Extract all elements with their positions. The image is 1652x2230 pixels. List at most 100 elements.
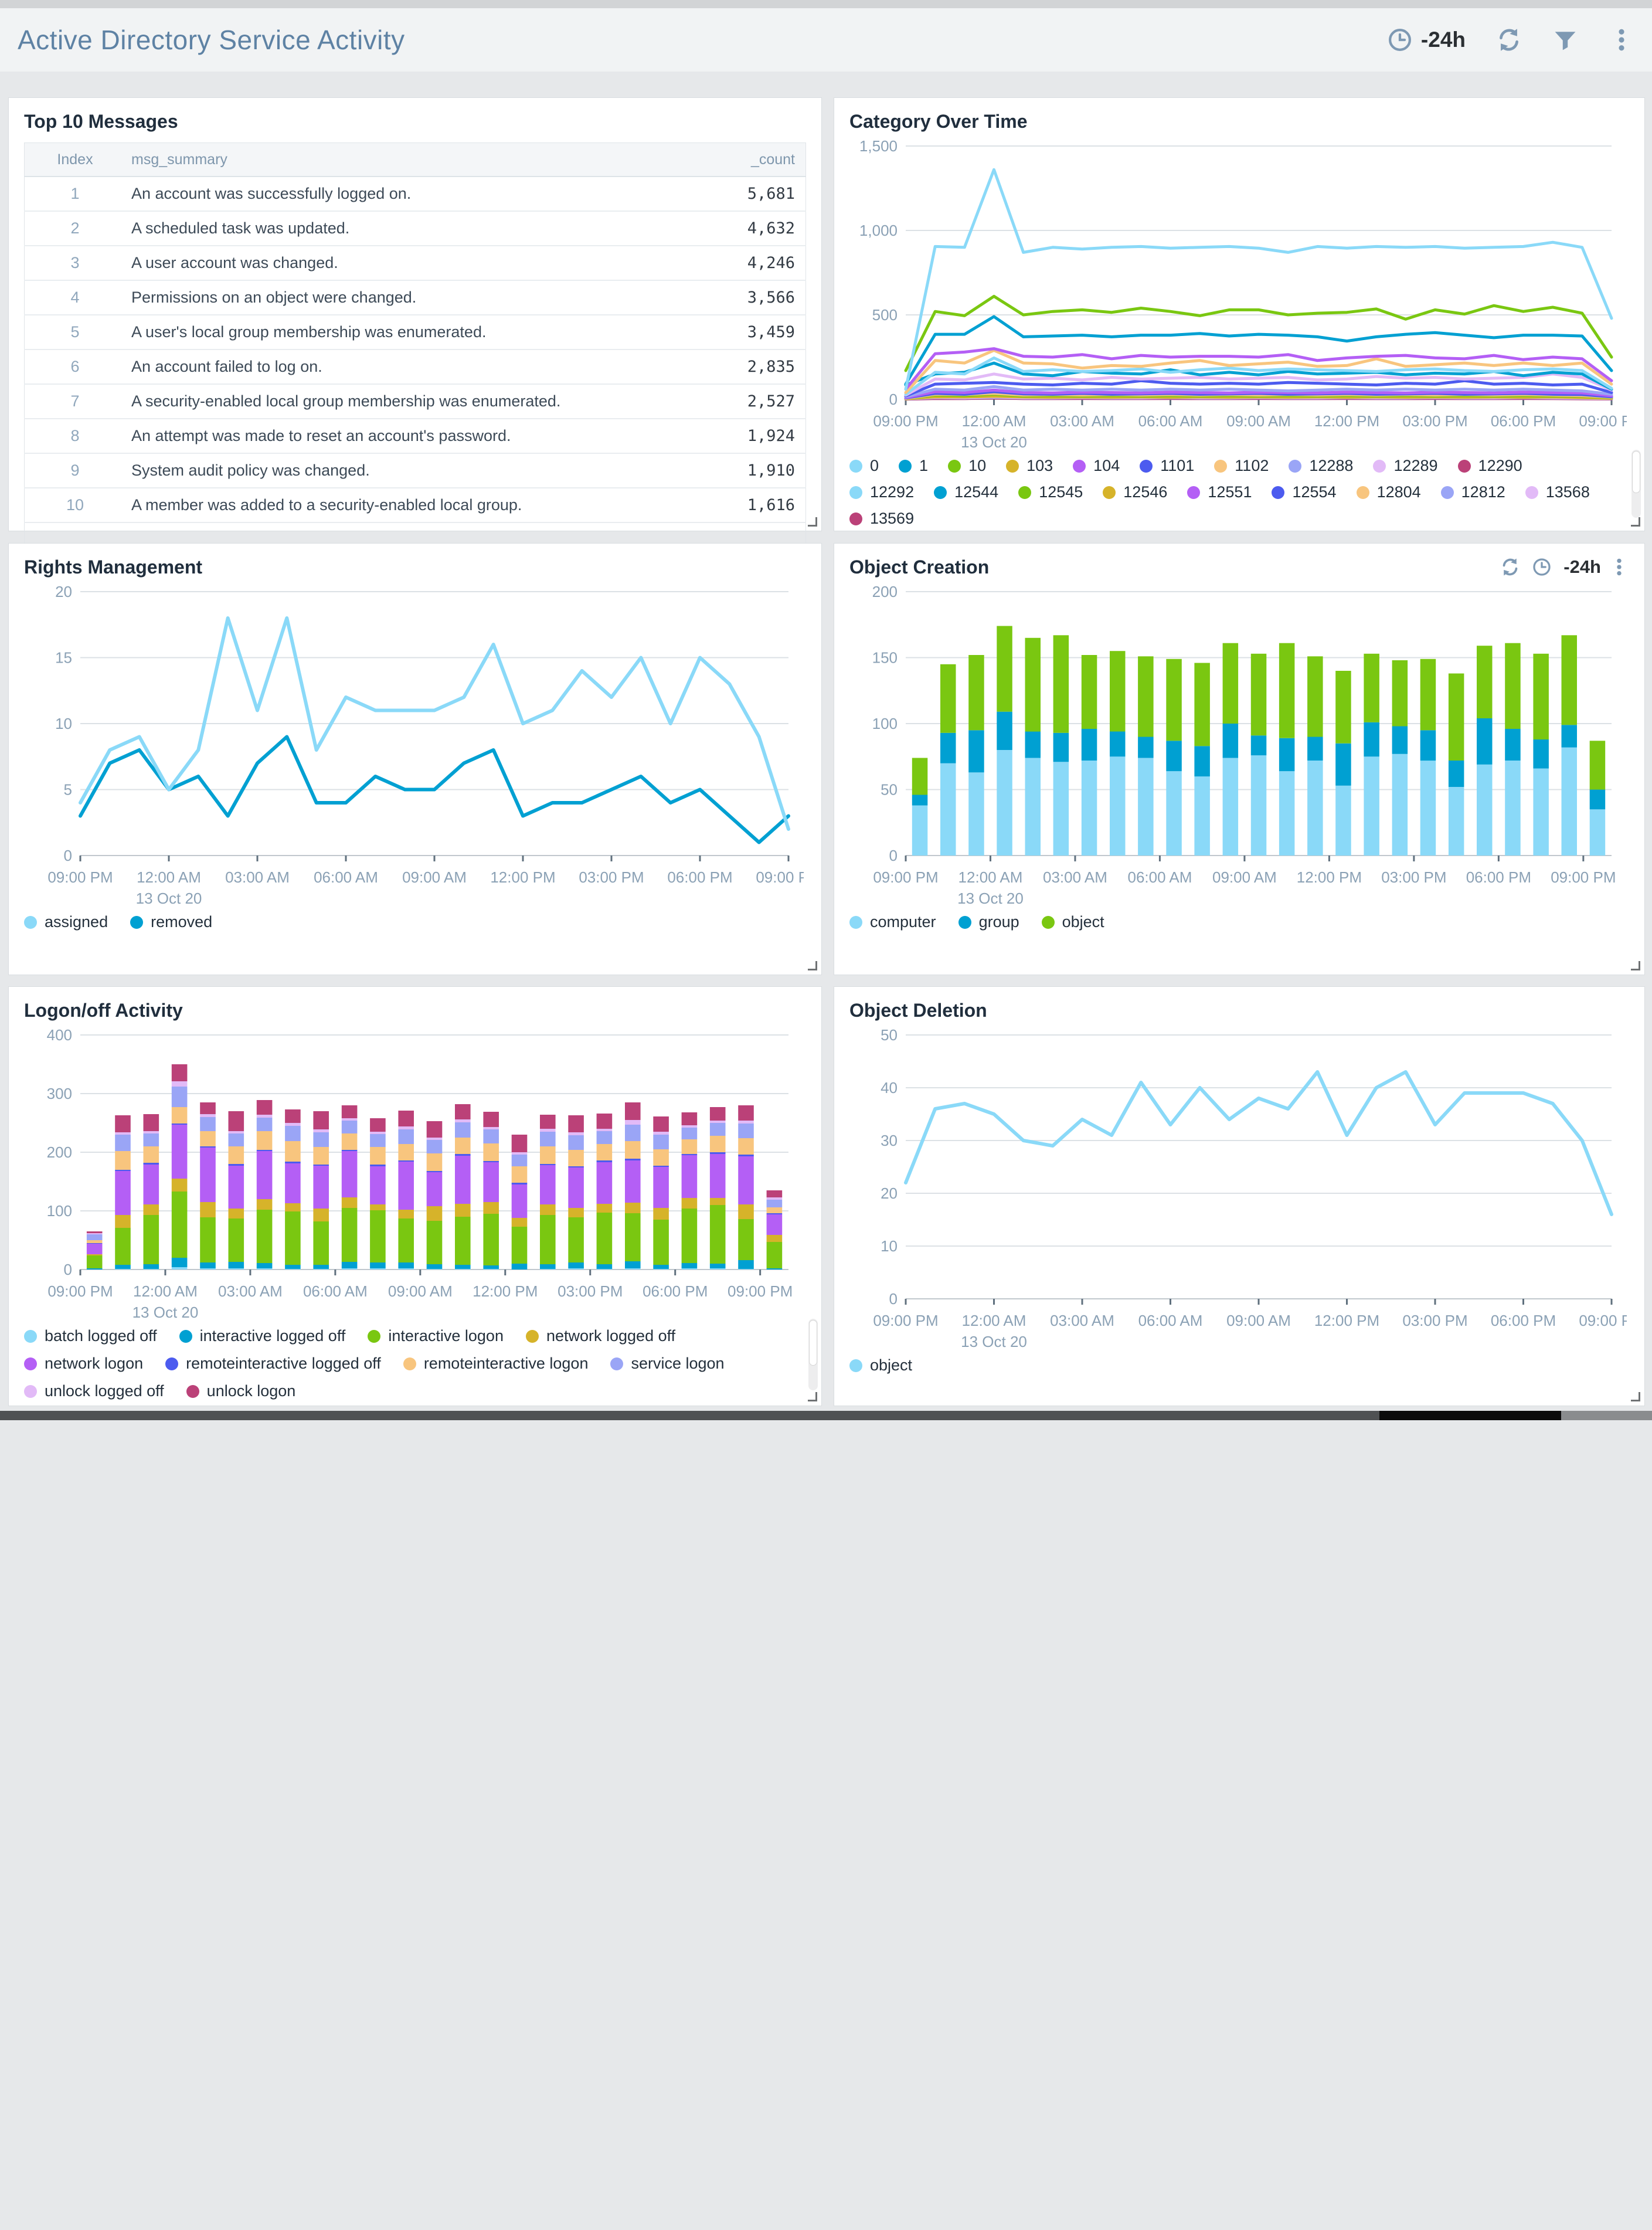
panel-time-range-label[interactable]: -24h <box>1563 556 1601 577</box>
legend-item-interactive-logon[interactable]: interactive logon <box>368 1327 504 1345</box>
legend-swatch <box>1440 486 1454 499</box>
svg-text:03:00 AM: 03:00 AM <box>1050 1312 1114 1329</box>
legend-swatch <box>899 459 912 473</box>
svg-text:100: 100 <box>872 715 898 732</box>
legend-item-12544[interactable]: 12544 <box>934 483 998 501</box>
deletion-legend: object <box>849 1356 1629 1374</box>
legend-item-unlock-logged-off[interactable]: unlock logged off <box>24 1382 164 1400</box>
legend-item-remoteinteractive-logon[interactable]: remoteinteractive logon <box>403 1355 588 1373</box>
legend-item-12292[interactable]: 12292 <box>849 483 914 501</box>
legend-item-object[interactable]: object <box>1041 913 1104 931</box>
legend-item-13569[interactable]: 13569 <box>849 510 914 526</box>
refresh-icon[interactable] <box>1496 27 1522 53</box>
legend-item-10[interactable]: 10 <box>948 457 986 475</box>
time-range-control[interactable]: -24h <box>1387 27 1466 53</box>
legend-item-removed[interactable]: removed <box>130 913 212 931</box>
legend-item-12551[interactable]: 12551 <box>1187 483 1252 501</box>
legend-item-12546[interactable]: 12546 <box>1103 483 1167 501</box>
legend-item-12289[interactable]: 12289 <box>1373 457 1438 475</box>
panel-logon-off-activity: Logon/off Activity 0 100 200 300 400 09:00 PM… <box>8 986 822 1406</box>
legend-item-103[interactable]: 103 <box>1006 457 1053 475</box>
legend-item-computer[interactable]: computer <box>849 913 936 931</box>
svg-text:300: 300 <box>47 1085 72 1102</box>
legend-item-service-logon[interactable]: service logon <box>610 1355 725 1373</box>
panel-resize-handle[interactable] <box>808 1392 817 1401</box>
svg-text:50: 50 <box>881 1026 898 1044</box>
legend-swatch <box>849 459 862 473</box>
legend-scrollbar-thumb[interactable] <box>1632 451 1640 493</box>
legend-item-batch-logged-off[interactable]: batch logged off <box>24 1327 157 1345</box>
legend-swatch <box>24 915 37 929</box>
panel-resize-handle[interactable] <box>1631 517 1640 527</box>
legend-item-unlock-logon[interactable]: unlock logon <box>186 1382 295 1400</box>
legend-swatch <box>610 1357 624 1370</box>
filter-icon[interactable] <box>1552 27 1578 53</box>
panel-title: Rights Management <box>24 556 203 578</box>
legend-item-remoteinteractive-logged-off[interactable]: remoteinteractive logged off <box>165 1355 381 1373</box>
object-creation-chart[interactable]: 0 50 100 150 200 09:00 PM 12:00 AM 13 Oct 20 03:… <box>849 581 1627 907</box>
legend-item-12290[interactable]: 12290 <box>1457 457 1522 475</box>
horizontal-scrollbar-thumb[interactable] <box>0 1411 1380 1420</box>
category-over-time-chart[interactable]: 0 500 1,000 1,500 09:00 PM 12:00 AM 13 Oct 20 0… <box>849 135 1627 451</box>
legend-scrollbar[interactable] <box>1631 450 1641 518</box>
legend-swatch <box>1041 915 1055 929</box>
svg-text:09:00 AM: 09:00 AM <box>1212 868 1277 886</box>
legend-item-12804[interactable]: 12804 <box>1356 483 1421 501</box>
panel-title: Top 10 Messages <box>24 110 178 132</box>
panel-resize-handle[interactable] <box>1631 1392 1640 1401</box>
legend-scrollbar-thumb[interactable] <box>809 1320 817 1366</box>
panel-resize-handle[interactable] <box>808 517 817 527</box>
table-row: 10 A member was added to a security-enabl… <box>24 488 806 523</box>
legend-item-network-logged-off[interactable]: network logged off <box>525 1327 675 1345</box>
legend-item-group[interactable]: group <box>958 913 1019 931</box>
legend-item-12288[interactable]: 12288 <box>1289 457 1353 475</box>
panel-resize-handle[interactable] <box>808 961 817 970</box>
svg-text:20: 20 <box>55 583 72 600</box>
legend-swatch <box>1214 459 1228 473</box>
svg-text:12:00 AM: 12:00 AM <box>962 1312 1026 1329</box>
column-header-msg-summary[interactable]: msg_summary <box>125 142 648 177</box>
logon-off-activity-chart[interactable]: 0 100 200 300 400 09:00 PM 12:00 AM 13 Oct 20 03… <box>24 1024 804 1321</box>
svg-text:30: 30 <box>881 1132 898 1149</box>
legend-item-0[interactable]: 0 <box>849 457 879 475</box>
rights-management-chart[interactable]: 0 5 10 15 20 09:00 PM 12:00 AM 13 Oct 20 03:00 A… <box>24 581 804 907</box>
legend-item-104[interactable]: 104 <box>1073 457 1120 475</box>
legend-item-12812[interactable]: 12812 <box>1440 483 1505 501</box>
svg-text:10: 10 <box>55 715 72 732</box>
panel-resize-handle[interactable] <box>1631 961 1640 970</box>
refresh-icon[interactable] <box>1500 557 1520 577</box>
panel-object-creation: Object Creation -24h 0 50 100 150 200 09:00 P… <box>834 543 1645 975</box>
legend-item-assigned[interactable]: assigned <box>24 913 108 931</box>
clock-icon <box>1388 29 1411 51</box>
legend-item-1[interactable]: 1 <box>899 457 928 475</box>
column-header-index[interactable]: Index <box>24 142 125 177</box>
legend-swatch <box>1187 486 1201 499</box>
legend-item-1102[interactable]: 1102 <box>1214 457 1269 475</box>
panel-title: Logon/off Activity <box>24 999 183 1021</box>
legend-item-object[interactable]: object <box>849 1356 912 1374</box>
column-header-count[interactable]: _count <box>648 142 806 177</box>
svg-text:0: 0 <box>64 847 72 864</box>
svg-text:09:00 PM: 09:00 PM <box>1579 1312 1627 1329</box>
svg-text:09:00 PM: 09:00 PM <box>873 1312 938 1329</box>
svg-text:50: 50 <box>881 781 898 799</box>
legend-item-12545[interactable]: 12545 <box>1018 483 1083 501</box>
legend-item-12554[interactable]: 12554 <box>1272 483 1337 501</box>
legend-item-13568[interactable]: 13568 <box>1525 483 1590 501</box>
svg-text:03:00 PM: 03:00 PM <box>1402 412 1467 430</box>
legend-scrollbar[interactable] <box>808 1319 818 1390</box>
kebab-menu-icon[interactable] <box>1609 27 1634 53</box>
legend-item-network-logon[interactable]: network logon <box>24 1355 143 1373</box>
object-deletion-chart[interactable]: 0 10 20 30 40 50 09:00 PM 12:00 AM 13 Oct 20 03:0… <box>849 1024 1627 1350</box>
svg-text:12:00 PM: 12:00 PM <box>473 1282 538 1300</box>
svg-text:0: 0 <box>64 1261 72 1278</box>
kebab-menu-icon[interactable] <box>1609 557 1629 577</box>
svg-text:03:00 PM: 03:00 PM <box>1402 1312 1467 1329</box>
legend-item-interactive-logged-off[interactable]: interactive logged off <box>179 1327 345 1345</box>
svg-text:09:00 AM: 09:00 AM <box>1226 1312 1291 1329</box>
clock-icon[interactable] <box>1532 557 1552 577</box>
horizontal-scrollbar[interactable] <box>0 1411 1652 1420</box>
legend-item-1101[interactable]: 1101 <box>1140 457 1194 475</box>
svg-text:03:00 AM: 03:00 AM <box>225 868 290 886</box>
legend-swatch <box>24 1384 37 1398</box>
